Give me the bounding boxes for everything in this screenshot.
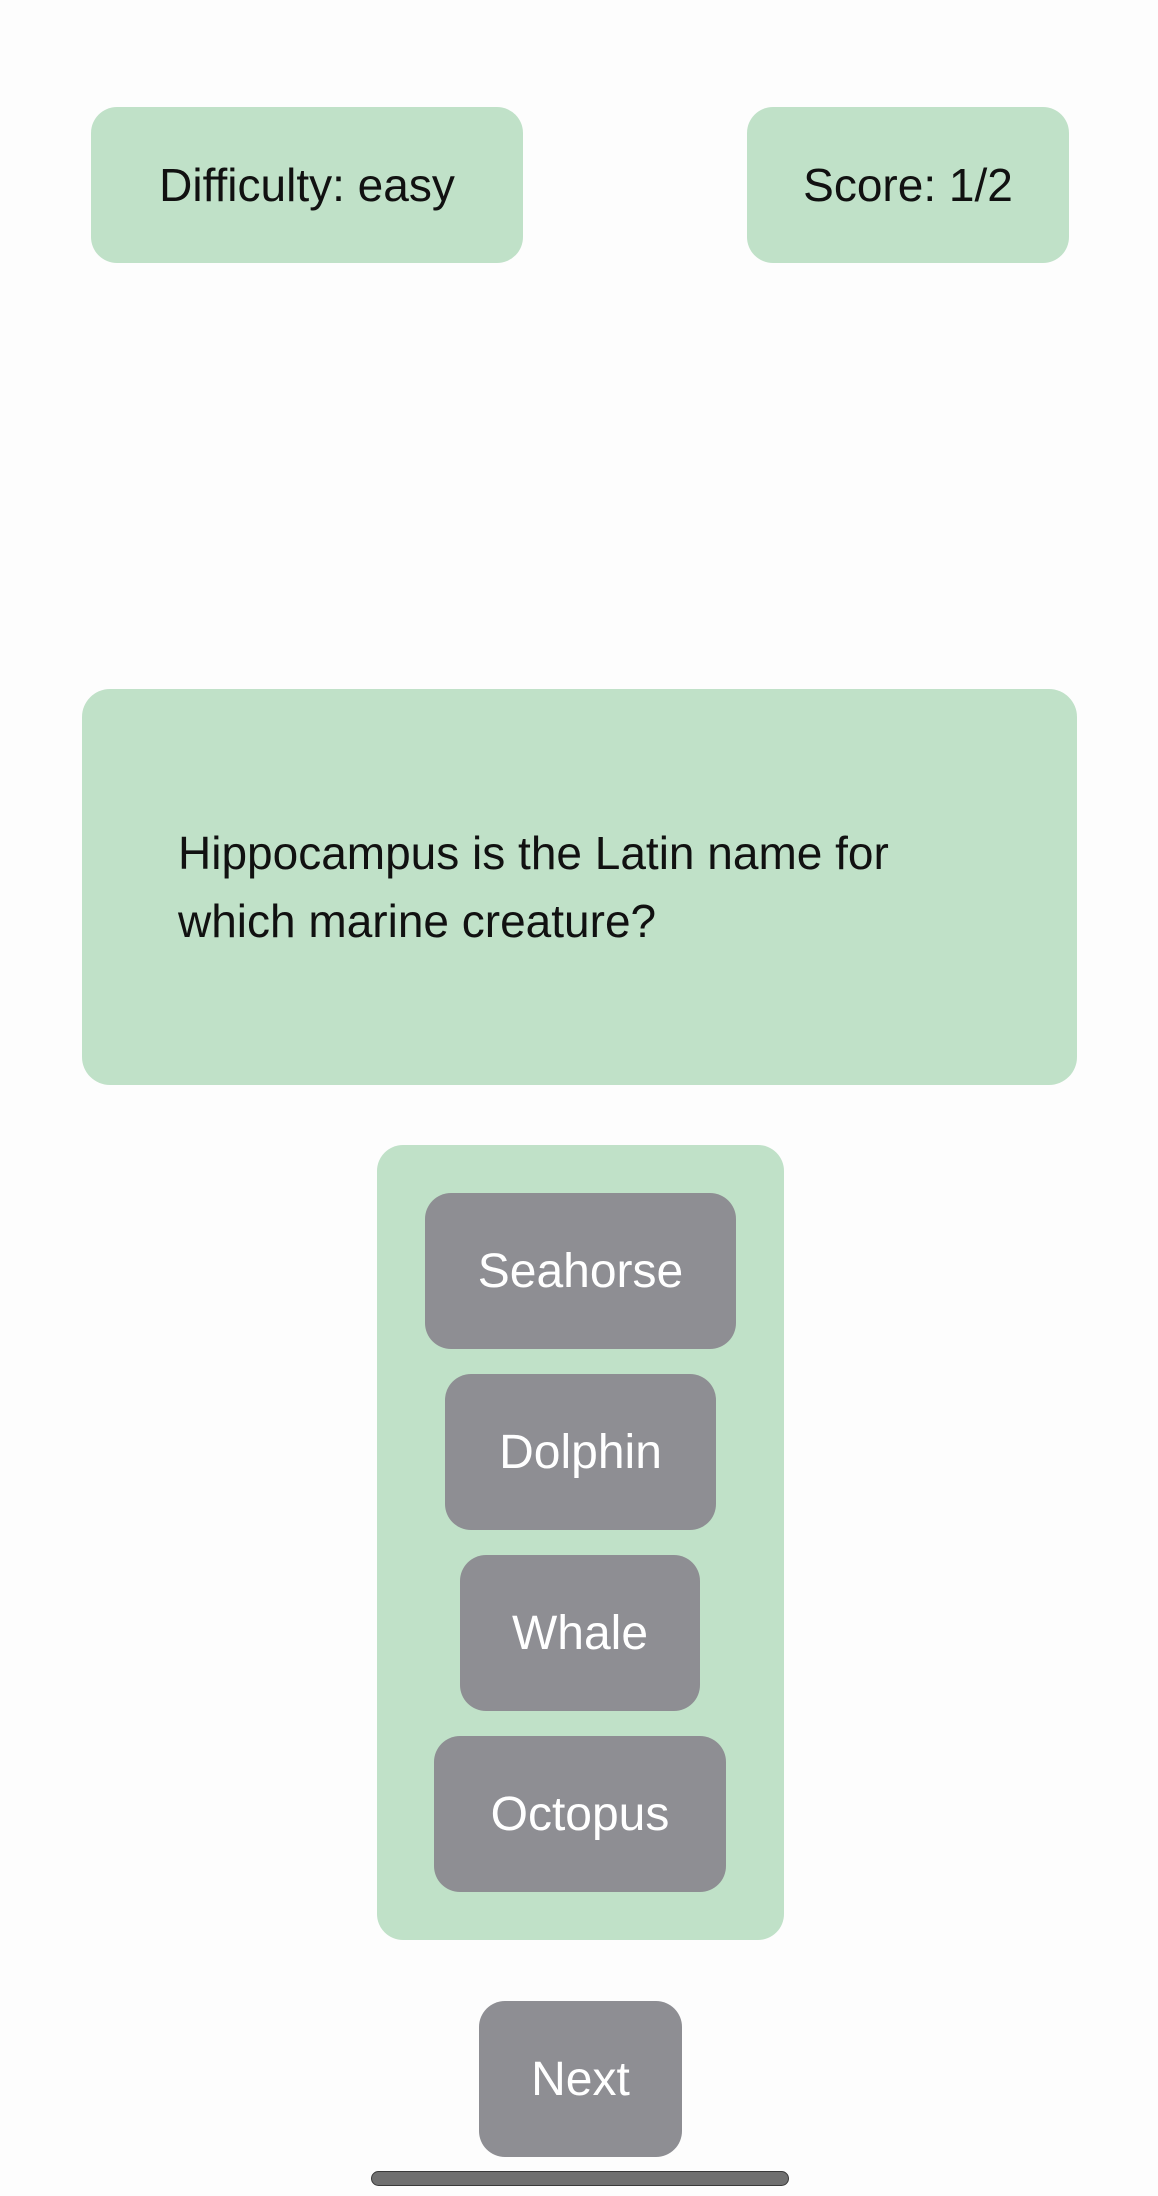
answer-label: Dolphin [499, 1425, 662, 1479]
answer-label: Whale [511, 1606, 649, 1660]
home-indicator[interactable] [371, 2171, 789, 2186]
answer-button-whale[interactable]: Whale [460, 1555, 700, 1711]
question-card: Hippocampus is the Latin name for which … [82, 689, 1077, 1085]
difficulty-badge: Difficulty: easy [91, 107, 523, 263]
answer-button-octopus[interactable]: Octopus [434, 1736, 726, 1892]
next-button-label: Next [531, 2052, 630, 2106]
answer-button-dolphin[interactable]: Dolphin [445, 1374, 716, 1530]
answer-label: Octopus [490, 1787, 670, 1841]
score-label: Score: 1/2 [803, 159, 1013, 211]
next-button[interactable]: Next [479, 2001, 682, 2157]
answer-label: Seahorse [477, 1244, 684, 1298]
question-text: Hippocampus is the Latin name for which … [178, 827, 889, 947]
difficulty-label: Difficulty: easy [159, 159, 455, 211]
score-badge: Score: 1/2 [747, 107, 1069, 263]
answer-button-seahorse[interactable]: Seahorse [425, 1193, 736, 1349]
